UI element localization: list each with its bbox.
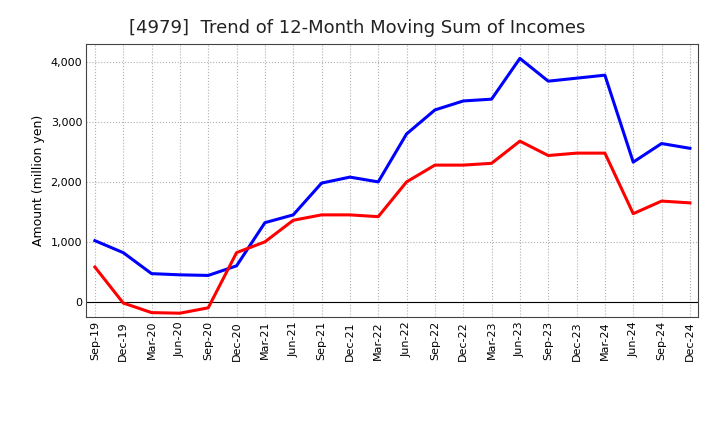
- Net Income: [487, 161, 496, 166]
- Text: [4979]  Trend of 12-Month Moving Sum of Incomes: [4979] Trend of 12-Month Moving Sum of I…: [130, 19, 585, 37]
- Line: Net Income: Net Income: [95, 141, 690, 313]
- Net Income: [233, 250, 241, 255]
- Net Income: [459, 162, 467, 168]
- Net Income: [148, 310, 156, 315]
- Ordinary Income: [346, 175, 354, 180]
- Net Income: [261, 239, 269, 245]
- Net Income: [374, 214, 382, 219]
- Ordinary Income: [487, 96, 496, 102]
- Legend: Ordinary Income, Net Income: Ordinary Income, Net Income: [240, 438, 545, 440]
- Net Income: [119, 301, 127, 306]
- Net Income: [204, 305, 212, 311]
- Ordinary Income: [289, 212, 297, 217]
- Ordinary Income: [657, 141, 666, 146]
- Ordinary Income: [629, 159, 637, 165]
- Net Income: [91, 264, 99, 270]
- Net Income: [431, 162, 439, 168]
- Net Income: [657, 198, 666, 204]
- Ordinary Income: [148, 271, 156, 276]
- Ordinary Income: [431, 107, 439, 113]
- Net Income: [544, 153, 552, 158]
- Net Income: [176, 311, 184, 316]
- Ordinary Income: [685, 146, 694, 151]
- Ordinary Income: [318, 180, 326, 186]
- Net Income: [402, 179, 411, 184]
- Ordinary Income: [91, 238, 99, 243]
- Net Income: [318, 212, 326, 217]
- Ordinary Income: [402, 131, 411, 136]
- Ordinary Income: [544, 78, 552, 84]
- Net Income: [600, 150, 609, 156]
- Ordinary Income: [459, 98, 467, 103]
- Ordinary Income: [600, 73, 609, 78]
- Ordinary Income: [204, 273, 212, 278]
- Net Income: [346, 212, 354, 217]
- Ordinary Income: [119, 250, 127, 255]
- Ordinary Income: [516, 56, 524, 61]
- Y-axis label: Amount (million yen): Amount (million yen): [32, 115, 45, 246]
- Net Income: [572, 150, 581, 156]
- Ordinary Income: [176, 272, 184, 278]
- Net Income: [685, 200, 694, 205]
- Net Income: [289, 218, 297, 223]
- Ordinary Income: [261, 220, 269, 225]
- Ordinary Income: [374, 179, 382, 184]
- Line: Ordinary Income: Ordinary Income: [95, 59, 690, 275]
- Ordinary Income: [572, 76, 581, 81]
- Net Income: [516, 139, 524, 144]
- Net Income: [629, 211, 637, 216]
- Ordinary Income: [233, 263, 241, 268]
